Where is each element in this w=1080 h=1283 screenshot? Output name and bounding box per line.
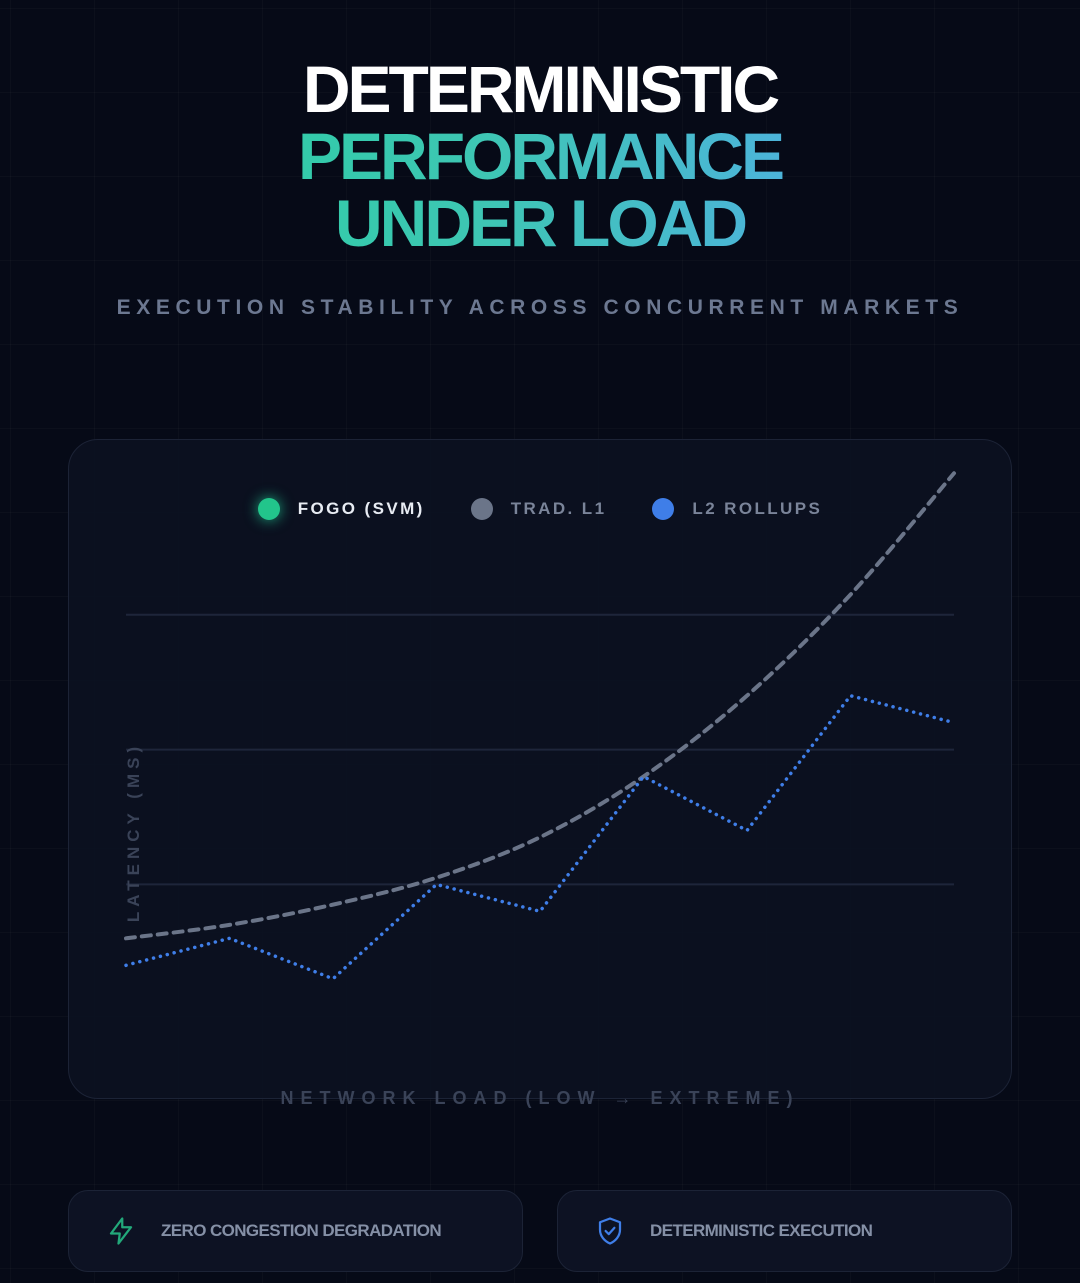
title-line-3: UNDER LOAD: [0, 190, 1080, 257]
legend-label-fogo: FOGO (SVM): [297, 499, 425, 518]
feature-label-deterministic-execution: DETERMINISTIC EXECUTION: [650, 1221, 873, 1240]
page-subtitle: EXECUTION STABILITY ACROSS CONCURRENT MA…: [116, 296, 964, 319]
legend-label-l2-rollups: L2 ROLLUPS: [692, 499, 823, 518]
series-line-l2-rollups: [124, 693, 956, 981]
shield-check-icon: [592, 1213, 628, 1249]
page-title: DETERMINISTIC PERFORMANCE UNDER LOAD: [0, 56, 1080, 257]
title-line-1: DETERMINISTIC: [302, 52, 780, 126]
legend-item-trad-l1[interactable]: TRAD. L1: [470, 498, 607, 520]
feature-card-zero-congestion: ZERO CONGESTION DEGRADATION: [68, 1190, 523, 1272]
series-line-trad-l1: [124, 471, 956, 941]
title-line-2: PERFORMANCE: [0, 123, 1080, 190]
legend-item-fogo[interactable]: FOGO (SVM): [257, 498, 425, 520]
legend-dot-l2-rollups: [652, 498, 675, 520]
feature-label-zero-congestion: ZERO CONGESTION DEGRADATION: [161, 1221, 442, 1240]
x-axis-label: NETWORK LOAD (LOW → EXTREME): [280, 1088, 800, 1108]
y-axis-label: LATENCY (MS): [124, 742, 143, 922]
legend-dot-fogo: [257, 498, 280, 520]
chart-card: [68, 439, 1012, 1099]
lightning-icon: [103, 1213, 139, 1249]
legend-dot-trad-l1: [470, 498, 493, 520]
legend-item-l2-rollups[interactable]: L2 ROLLUPS: [652, 498, 822, 520]
legend-label-trad-l1: TRAD. L1: [510, 499, 607, 518]
chart-legend: FOGO (SVM) TRAD. L1 L2 ROLLUPS: [0, 498, 1080, 520]
feature-card-deterministic-execution: DETERMINISTIC EXECUTION: [557, 1190, 1012, 1272]
